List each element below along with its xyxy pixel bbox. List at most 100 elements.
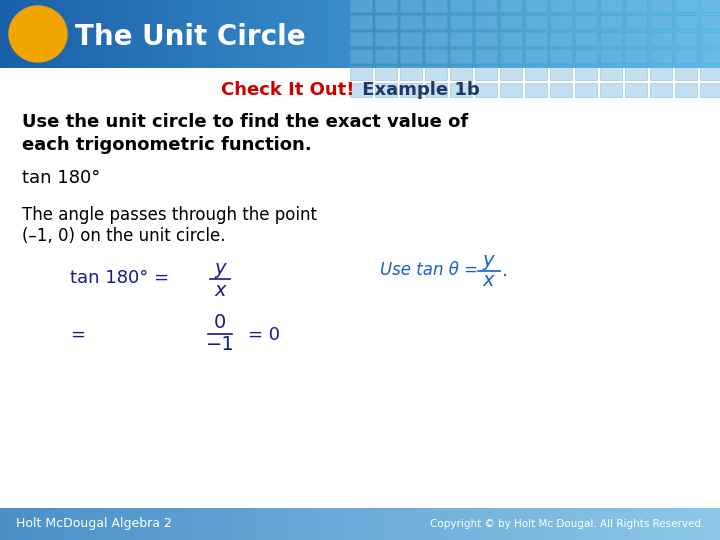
FancyBboxPatch shape <box>525 49 547 63</box>
FancyBboxPatch shape <box>550 32 572 46</box>
FancyBboxPatch shape <box>600 0 622 12</box>
FancyBboxPatch shape <box>400 49 422 63</box>
FancyBboxPatch shape <box>400 0 422 12</box>
FancyBboxPatch shape <box>700 83 720 97</box>
FancyBboxPatch shape <box>525 66 547 80</box>
Text: .: . <box>502 261 508 280</box>
FancyBboxPatch shape <box>350 0 372 12</box>
FancyBboxPatch shape <box>675 15 697 29</box>
FancyBboxPatch shape <box>400 32 422 46</box>
FancyBboxPatch shape <box>500 0 522 12</box>
FancyBboxPatch shape <box>450 83 472 97</box>
FancyBboxPatch shape <box>475 0 497 12</box>
FancyBboxPatch shape <box>525 83 547 97</box>
Text: x: x <box>482 272 494 291</box>
FancyBboxPatch shape <box>500 49 522 63</box>
FancyBboxPatch shape <box>425 66 447 80</box>
FancyBboxPatch shape <box>575 15 597 29</box>
FancyBboxPatch shape <box>575 32 597 46</box>
FancyBboxPatch shape <box>625 0 647 12</box>
FancyBboxPatch shape <box>525 15 547 29</box>
FancyBboxPatch shape <box>375 66 397 80</box>
FancyBboxPatch shape <box>700 49 720 63</box>
FancyBboxPatch shape <box>675 49 697 63</box>
Text: y: y <box>215 259 226 278</box>
FancyBboxPatch shape <box>350 15 372 29</box>
FancyBboxPatch shape <box>475 83 497 97</box>
Text: Copyright © by Holt Mc Dougal. All Rights Reserved.: Copyright © by Holt Mc Dougal. All Right… <box>430 519 704 529</box>
FancyBboxPatch shape <box>600 49 622 63</box>
FancyBboxPatch shape <box>575 49 597 63</box>
FancyBboxPatch shape <box>600 66 622 80</box>
FancyBboxPatch shape <box>700 66 720 80</box>
FancyBboxPatch shape <box>550 0 572 12</box>
FancyBboxPatch shape <box>675 83 697 97</box>
Text: =: = <box>70 326 85 344</box>
FancyBboxPatch shape <box>650 0 672 12</box>
FancyBboxPatch shape <box>450 32 472 46</box>
FancyBboxPatch shape <box>350 83 372 97</box>
FancyBboxPatch shape <box>700 0 720 12</box>
FancyBboxPatch shape <box>625 49 647 63</box>
Text: tan 180°: tan 180° <box>22 169 100 187</box>
Text: x: x <box>215 280 226 300</box>
FancyBboxPatch shape <box>675 32 697 46</box>
FancyBboxPatch shape <box>650 66 672 80</box>
FancyBboxPatch shape <box>600 32 622 46</box>
FancyBboxPatch shape <box>475 66 497 80</box>
FancyBboxPatch shape <box>450 49 472 63</box>
Text: 0: 0 <box>214 314 226 333</box>
FancyBboxPatch shape <box>600 15 622 29</box>
FancyBboxPatch shape <box>475 15 497 29</box>
FancyBboxPatch shape <box>425 32 447 46</box>
FancyBboxPatch shape <box>550 66 572 80</box>
FancyBboxPatch shape <box>475 49 497 63</box>
FancyBboxPatch shape <box>625 66 647 80</box>
FancyBboxPatch shape <box>425 49 447 63</box>
FancyBboxPatch shape <box>650 32 672 46</box>
FancyBboxPatch shape <box>625 15 647 29</box>
FancyBboxPatch shape <box>500 83 522 97</box>
Text: tan 180° =: tan 180° = <box>70 269 169 287</box>
FancyBboxPatch shape <box>700 32 720 46</box>
FancyBboxPatch shape <box>450 15 472 29</box>
FancyBboxPatch shape <box>350 32 372 46</box>
Text: The Unit Circle: The Unit Circle <box>75 23 305 51</box>
Text: Example 1b: Example 1b <box>356 81 480 99</box>
Text: = 0: = 0 <box>248 326 280 344</box>
Text: each trigonometric function.: each trigonometric function. <box>22 136 312 154</box>
FancyBboxPatch shape <box>600 83 622 97</box>
FancyBboxPatch shape <box>550 83 572 97</box>
FancyBboxPatch shape <box>500 66 522 80</box>
FancyBboxPatch shape <box>575 66 597 80</box>
FancyBboxPatch shape <box>575 83 597 97</box>
FancyBboxPatch shape <box>425 15 447 29</box>
Text: Use tan θ =: Use tan θ = <box>380 261 478 279</box>
FancyBboxPatch shape <box>500 32 522 46</box>
FancyBboxPatch shape <box>550 15 572 29</box>
FancyBboxPatch shape <box>375 0 397 12</box>
FancyBboxPatch shape <box>550 49 572 63</box>
FancyBboxPatch shape <box>475 32 497 46</box>
FancyBboxPatch shape <box>400 83 422 97</box>
FancyBboxPatch shape <box>625 32 647 46</box>
FancyBboxPatch shape <box>400 66 422 80</box>
FancyBboxPatch shape <box>425 83 447 97</box>
FancyBboxPatch shape <box>375 49 397 63</box>
Text: The angle passes through the point: The angle passes through the point <box>22 206 317 224</box>
FancyBboxPatch shape <box>650 15 672 29</box>
Text: y: y <box>482 252 494 271</box>
FancyBboxPatch shape <box>675 0 697 12</box>
Text: Holt McDougal Algebra 2: Holt McDougal Algebra 2 <box>16 517 172 530</box>
FancyBboxPatch shape <box>700 15 720 29</box>
Text: Check It Out!: Check It Out! <box>220 81 354 99</box>
FancyBboxPatch shape <box>650 49 672 63</box>
FancyBboxPatch shape <box>450 0 472 12</box>
FancyBboxPatch shape <box>675 66 697 80</box>
Text: Use the unit circle to find the exact value of: Use the unit circle to find the exact va… <box>22 113 468 131</box>
FancyBboxPatch shape <box>500 15 522 29</box>
FancyBboxPatch shape <box>450 66 472 80</box>
Text: (–1, 0) on the unit circle.: (–1, 0) on the unit circle. <box>22 227 225 245</box>
FancyBboxPatch shape <box>575 0 597 12</box>
FancyBboxPatch shape <box>650 83 672 97</box>
